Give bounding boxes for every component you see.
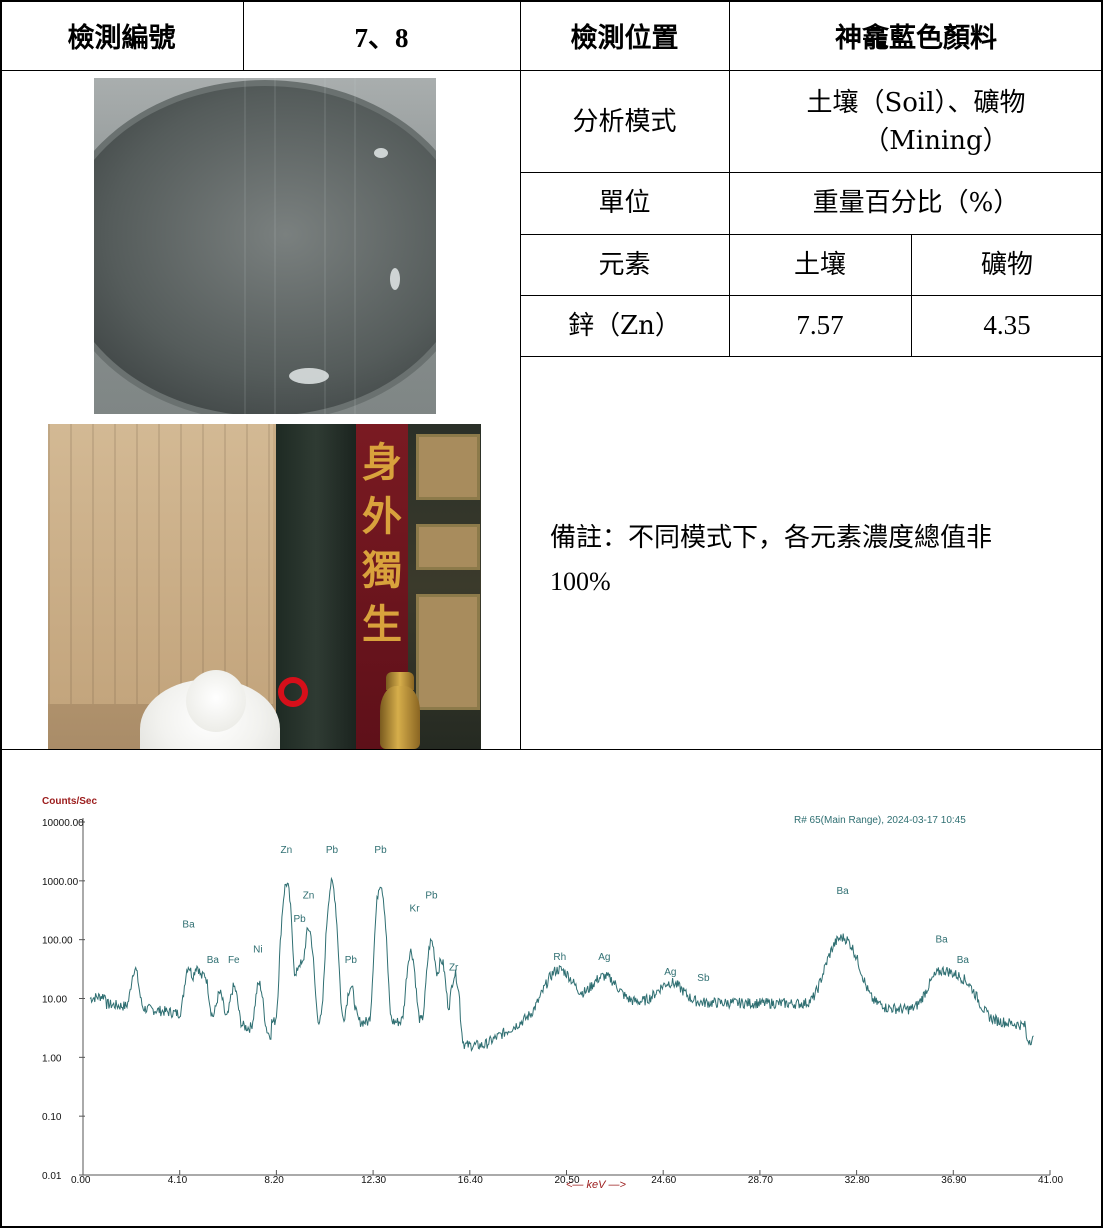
spectrum-svg: Counts/Sec R# 65(Main Range), 2024-03-17… (42, 796, 1063, 1191)
x-tick-label: 28.70 (748, 1175, 773, 1186)
note-text: 備註：不同模式下，各元素濃度總值非 100% (550, 516, 1103, 604)
table-border-right (1101, 0, 1103, 1228)
table-border-bottom (0, 1226, 1103, 1228)
y-tick-label: 0.10 (42, 1112, 62, 1123)
element-header: 元素 (598, 249, 651, 280)
painted-panel (48, 424, 273, 704)
zn-soil-value: 7.57 (796, 310, 844, 340)
peak-label: Ag (664, 967, 676, 978)
y-tick-label: 10000.00 (42, 818, 84, 829)
peak-label: Ba (936, 934, 949, 945)
shrine-location-photo: 身 外 獨 生 (48, 424, 481, 749)
peak-label: Pb (425, 891, 438, 902)
id-value: 7、8 (354, 23, 409, 53)
banner-char: 身 (362, 439, 402, 486)
x-tick-label: 4.10 (168, 1175, 188, 1186)
peak-label: Ag (598, 952, 610, 963)
carved-panel (408, 424, 481, 749)
banner-char: 獨 (362, 547, 402, 594)
y-tick-label: 100.00 (42, 936, 73, 947)
x-tick-label: 12.30 (361, 1175, 386, 1186)
table-border-top (0, 0, 1103, 2)
x-tick-label: 0.00 (71, 1175, 91, 1186)
x-tick-label: 32.80 (845, 1175, 870, 1186)
unit-label: 單位 (598, 188, 651, 218)
peak-label: Zn (281, 845, 293, 856)
xrf-spectrum-chart: Counts/Sec R# 65(Main Range), 2024-03-17… (38, 790, 1098, 1220)
chart-annotation: R# 65(Main Range), 2024-03-17 10:45 (794, 815, 966, 826)
peak-label: Pb (374, 845, 387, 856)
bowl-shape (94, 80, 436, 414)
note-line-1: 備註：不同模式下，各元素濃度總值非 (550, 523, 993, 553)
x-tick-label: 24.60 (651, 1175, 676, 1186)
peak-label: Kr (410, 904, 421, 915)
row-divider (520, 234, 1103, 235)
y-tick-label: 1000.00 (42, 877, 79, 888)
banner-char: 外 (362, 493, 402, 540)
peak-label: Ba (836, 886, 849, 897)
col-divider (729, 0, 730, 357)
mode-value-line1: 土壤（Soil）、礦物 (806, 87, 1026, 118)
peak-label: Zn (303, 891, 315, 902)
y-tick-label: 0.01 (42, 1171, 62, 1182)
x-tick-label: 16.40 (458, 1175, 483, 1186)
x-axis-label: <— keV —> (566, 1179, 626, 1191)
peak-label: Pb (345, 955, 358, 966)
col-divider (520, 0, 521, 750)
element-zn: 鋅（Zn） (568, 310, 681, 341)
col-divider (243, 0, 244, 71)
row-divider (520, 356, 1103, 357)
row-divider (520, 172, 1103, 173)
mode-label: 分析模式 (572, 106, 677, 137)
mode-value: 土壤（Soil）、礦物 （Mining） (729, 71, 1103, 172)
buddha-head (186, 670, 246, 732)
peak-label: Pb (294, 914, 307, 925)
peak-label: Rh (553, 952, 566, 963)
y-tick-label: 10.00 (42, 995, 67, 1006)
brass-vase-top (386, 672, 414, 690)
row-divider (520, 295, 1103, 296)
peak-label: Ba (182, 920, 195, 931)
note-line-2: 100% (550, 567, 611, 596)
x-tick-label: 8.20 (264, 1175, 284, 1186)
peak-label: Ba (207, 955, 220, 966)
location-value: 神龕藍色顏料 (835, 23, 997, 54)
spectrum-trace (89, 876, 1034, 1053)
y-tick-label: 1.00 (42, 1053, 62, 1064)
x-tick-label: 41.00 (1038, 1175, 1063, 1186)
x-tick-label: 20.50 (555, 1175, 580, 1186)
red-couplet-banner: 身 外 獨 生 (356, 424, 408, 749)
id-label: 檢測編號 (67, 23, 176, 54)
peak-label: Sb (697, 973, 710, 984)
zn-mining-value: 4.35 (983, 310, 1031, 340)
peak-label: Fe (228, 955, 240, 966)
brass-vase (380, 686, 420, 749)
peak-label: Pb (326, 845, 339, 856)
unit-value: 重量百分比（%） (812, 188, 1020, 218)
sample-point-marker (278, 677, 308, 707)
peak-label: Ni (253, 945, 262, 956)
x-tick-label: 36.90 (941, 1175, 966, 1186)
mining-header: 礦物 (980, 249, 1033, 280)
location-label: 檢測位置 (570, 23, 679, 54)
y-axis-label: Counts/Sec (42, 796, 97, 807)
row-divider (0, 749, 1103, 750)
mode-value-line2: （Mining） (863, 125, 1009, 156)
row-divider (0, 70, 1103, 71)
col-divider (911, 234, 912, 357)
table-border-left (0, 0, 2, 1228)
banner-char: 生 (362, 601, 402, 648)
peak-label: Ba (957, 955, 970, 966)
sample-closeup-photo (94, 78, 436, 414)
soil-header: 土壤 (793, 249, 846, 280)
peak-label: Zr (449, 962, 459, 973)
